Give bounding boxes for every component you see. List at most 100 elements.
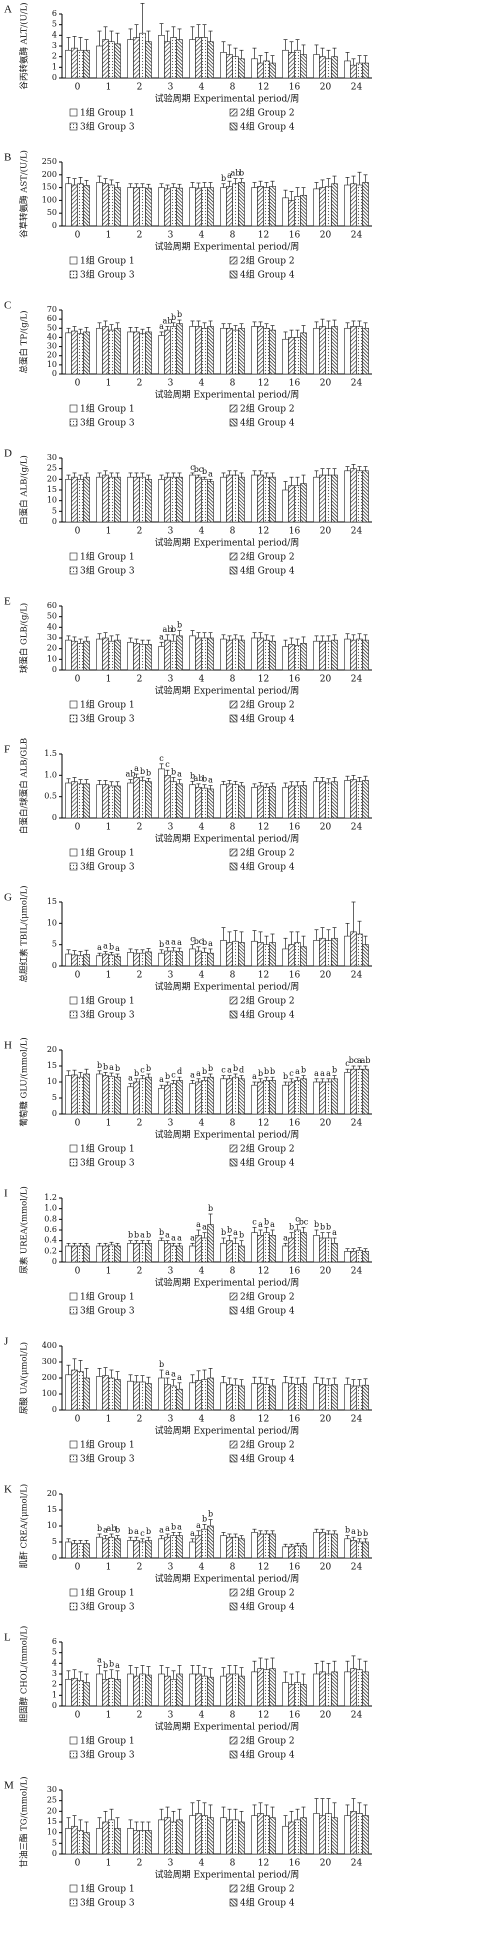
legend-swatch <box>229 714 238 723</box>
x-tick-label: 24 <box>351 379 363 389</box>
x-tick-label: 2 <box>137 1711 143 1721</box>
bar <box>257 1813 264 1855</box>
bar <box>319 187 326 227</box>
significance-letter: a <box>177 1373 182 1382</box>
x-tick-label: 2 <box>137 527 143 537</box>
y-tick-label: 100 <box>42 1389 57 1398</box>
x-tick-label: 8 <box>230 83 236 93</box>
significance-letter: b <box>134 1231 139 1240</box>
bar <box>189 1083 196 1115</box>
y-tick-label: 30 <box>47 633 57 642</box>
bar <box>294 942 301 967</box>
significance-letter: b <box>357 1529 362 1538</box>
x-axis-label: 试验周期 Experimental period/周 <box>155 833 300 845</box>
x-tick-label: 20 <box>320 1711 332 1721</box>
bar <box>139 1830 146 1855</box>
bar <box>164 1817 171 1855</box>
bar <box>331 1078 338 1115</box>
bar <box>300 194 307 227</box>
x-tick-label: 12 <box>258 1119 269 1129</box>
bar <box>170 476 177 523</box>
significance-letter: ab <box>107 1524 117 1533</box>
bar <box>65 49 72 79</box>
legend-label: 4组 Group 4 <box>240 269 295 281</box>
bar <box>294 1545 301 1559</box>
bar <box>158 768 165 819</box>
significance-letter: b <box>301 1066 306 1075</box>
y-tick-label: 0.4 <box>44 1236 57 1245</box>
y-tick-label: 20 <box>47 1045 57 1054</box>
bar <box>282 49 289 79</box>
bar <box>325 327 332 375</box>
legend-swatch <box>69 714 78 723</box>
bar <box>77 333 84 375</box>
significance-letter: a <box>196 1521 201 1530</box>
y-tick-label: 40 <box>47 622 57 631</box>
bar <box>344 1538 351 1559</box>
bar <box>350 1251 357 1263</box>
significance-letter: a <box>320 1069 325 1078</box>
bar <box>176 635 183 671</box>
bar <box>201 1379 208 1411</box>
bar <box>257 942 264 967</box>
legend-label: 1组 Group 1 <box>80 255 135 267</box>
bar <box>350 779 357 819</box>
x-axis-label: 试验周期 Experimental period/周 <box>155 1869 300 1881</box>
bar <box>313 1532 320 1559</box>
legend-swatch <box>229 700 238 709</box>
bar <box>257 1235 264 1263</box>
x-tick-label: 12 <box>258 971 269 981</box>
bar <box>201 1815 208 1855</box>
x-tick-label: 24 <box>351 1415 363 1425</box>
legend-label: 1组 Group 1 <box>80 1587 135 1599</box>
legend-swatch <box>229 1440 238 1449</box>
bar <box>96 327 103 375</box>
significance-letter: b <box>146 1064 151 1073</box>
bar <box>282 786 289 819</box>
x-tick-label: 20 <box>320 231 332 241</box>
bar <box>139 1541 146 1559</box>
bar <box>288 644 295 671</box>
bar <box>226 186 233 227</box>
bar <box>201 637 208 671</box>
bar <box>189 784 196 819</box>
significance-letter: a <box>115 1661 120 1670</box>
bar <box>71 1074 78 1115</box>
significance-letter: b <box>165 1072 170 1081</box>
bar <box>133 331 140 375</box>
bar <box>313 940 320 967</box>
legend-swatch <box>69 566 78 575</box>
legend-swatch <box>69 1898 78 1907</box>
bar <box>294 196 301 227</box>
bar <box>133 1081 140 1115</box>
y-tick-label: 30 <box>47 453 57 462</box>
bar <box>176 1388 183 1411</box>
bar <box>71 954 78 967</box>
bar <box>344 1384 351 1411</box>
y-axis-label: 甘油三酯 TG/(mmol/L) <box>19 1776 30 1867</box>
x-tick-label: 1 <box>106 1563 112 1573</box>
panel-label: C <box>4 300 11 312</box>
bar <box>362 944 369 967</box>
bar <box>356 933 363 967</box>
significance-letter: b <box>208 1064 213 1073</box>
bar <box>226 1240 233 1263</box>
bar <box>313 781 320 819</box>
bar <box>362 1541 369 1559</box>
bar <box>344 327 351 375</box>
significance-letter: b <box>109 1660 114 1669</box>
bar <box>356 62 363 79</box>
bar <box>226 54 233 79</box>
x-tick-label: 20 <box>320 1859 332 1869</box>
x-axis-label: 试验周期 Experimental period/周 <box>155 1573 300 1585</box>
x-tick-label: 0 <box>75 1119 81 1129</box>
bar <box>127 1540 134 1559</box>
bar <box>71 1677 78 1707</box>
bar <box>195 1535 202 1559</box>
bar <box>83 476 90 523</box>
x-tick-label: 20 <box>320 527 332 537</box>
bar <box>362 1671 369 1707</box>
y-tick-label: 1.2 <box>44 1193 57 1202</box>
legend-label: 1组 Group 1 <box>80 1883 135 1895</box>
bar <box>145 644 152 671</box>
